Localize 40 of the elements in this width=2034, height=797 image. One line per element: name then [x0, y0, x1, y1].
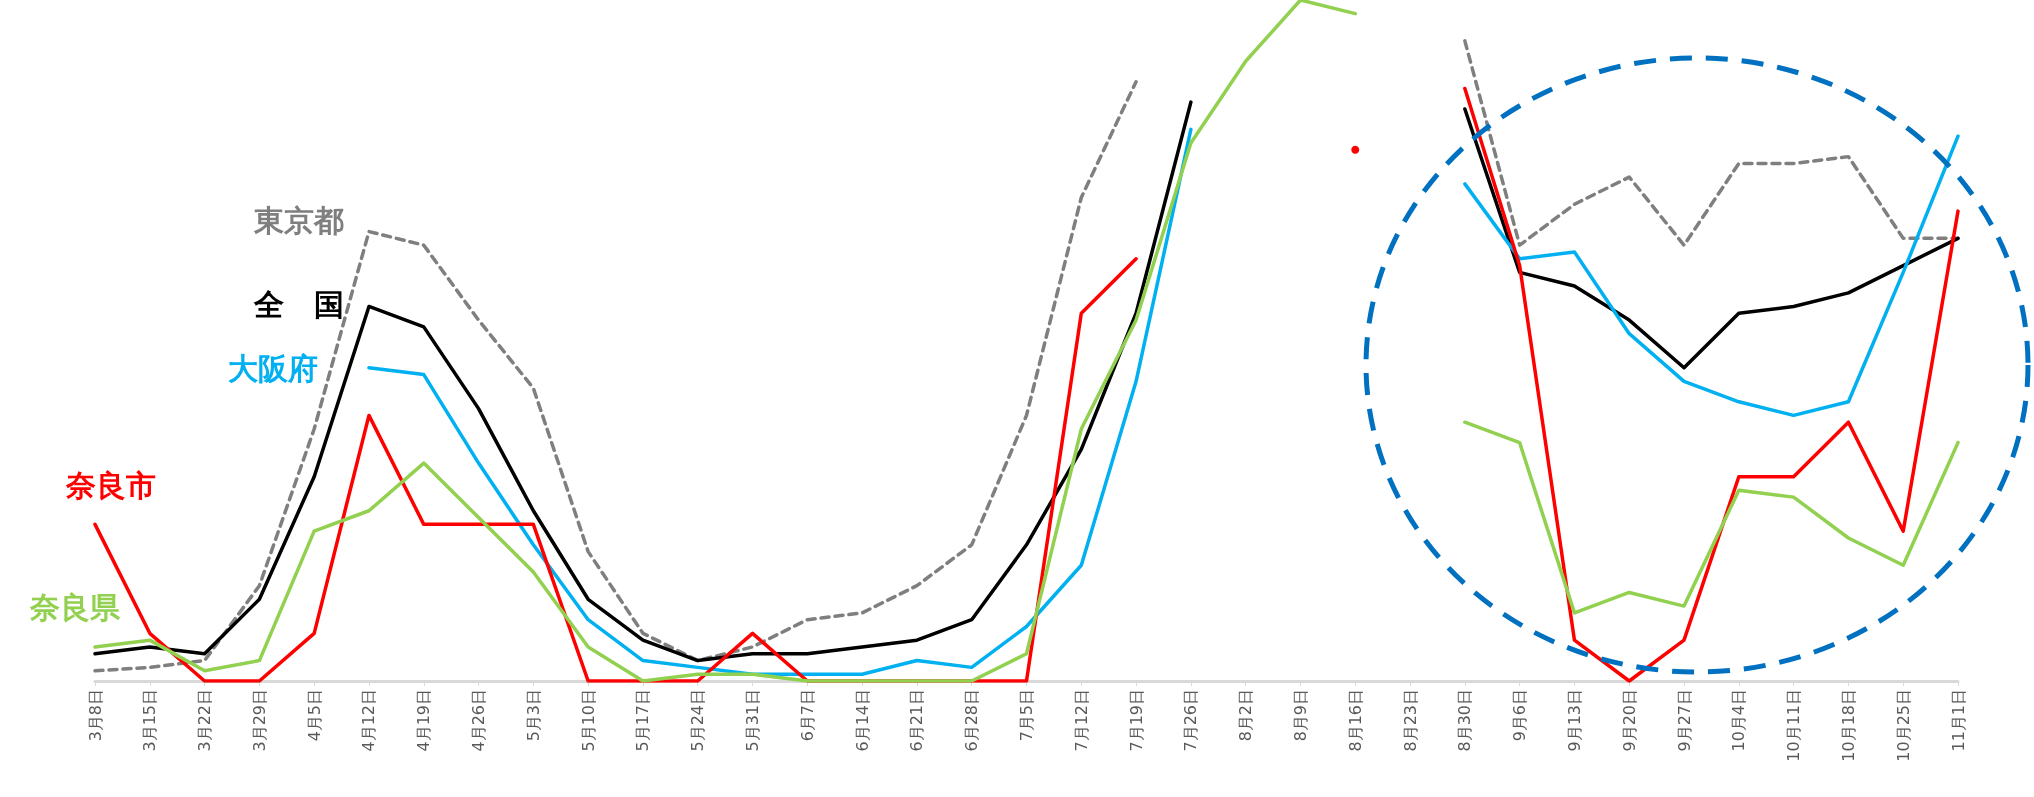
x-tick-label: 8月16日	[1345, 689, 1365, 752]
x-tick-label: 9月6日	[1510, 689, 1530, 742]
x-tick-label: 11月1日	[1948, 689, 1968, 752]
x-tick-label: 6月28日	[962, 689, 982, 752]
x-tick-label: 3月8日	[85, 689, 105, 742]
x-tick-label: 10月11日	[1784, 689, 1804, 762]
x-tick-label: 8月23日	[1400, 689, 1420, 752]
x-tick-label: 3月15日	[140, 689, 160, 752]
x-tick-label: 4月19日	[414, 689, 434, 752]
x-tick-label: 7月5日	[1017, 689, 1036, 742]
x-tick-label: 5月24日	[688, 689, 708, 752]
x-tick-label: 7月12日	[1071, 689, 1091, 752]
x-tick-label: 10月25日	[1893, 689, 1913, 762]
x-tick-label: 8月2日	[1236, 689, 1256, 742]
x-tick-label: 5月31日	[743, 689, 763, 752]
x-tick-label: 7月19日	[1126, 689, 1146, 752]
x-tick-label: 4月5日	[304, 689, 324, 742]
x-tick-label: 9月20日	[1619, 689, 1639, 752]
x-tick-label: 5月3日	[523, 689, 543, 742]
x-tick-label: 9月13日	[1564, 689, 1584, 752]
series-label: 東京都	[253, 202, 344, 238]
series-label: 奈良市	[65, 467, 156, 503]
x-tick-label: 4月12日	[359, 689, 379, 752]
x-tick-label: 8月9日	[1290, 689, 1310, 742]
x-tick-label: 6月21日	[907, 689, 927, 752]
x-tick-label: 6月14日	[852, 689, 872, 752]
x-tick-label: 5月17日	[633, 689, 653, 752]
x-tick-label: 5月10日	[578, 689, 598, 752]
x-tick-label: 4月26日	[469, 689, 489, 752]
x-tick-label: 6月7日	[797, 689, 817, 742]
x-tick-label: 10月4日	[1729, 689, 1749, 752]
series-label: 全 国	[253, 286, 344, 322]
x-tick-label: 7月26日	[1181, 689, 1201, 752]
x-tick-label: 10月18日	[1838, 689, 1858, 762]
x-tick-label: 3月22日	[195, 689, 215, 752]
x-tick-label: 8月30日	[1455, 689, 1475, 752]
x-tick-label: 3月29日	[249, 689, 269, 752]
series-label: 奈良県	[29, 589, 121, 625]
series-label: 大阪府	[228, 350, 318, 386]
x-tick-label: 9月27日	[1674, 689, 1694, 752]
